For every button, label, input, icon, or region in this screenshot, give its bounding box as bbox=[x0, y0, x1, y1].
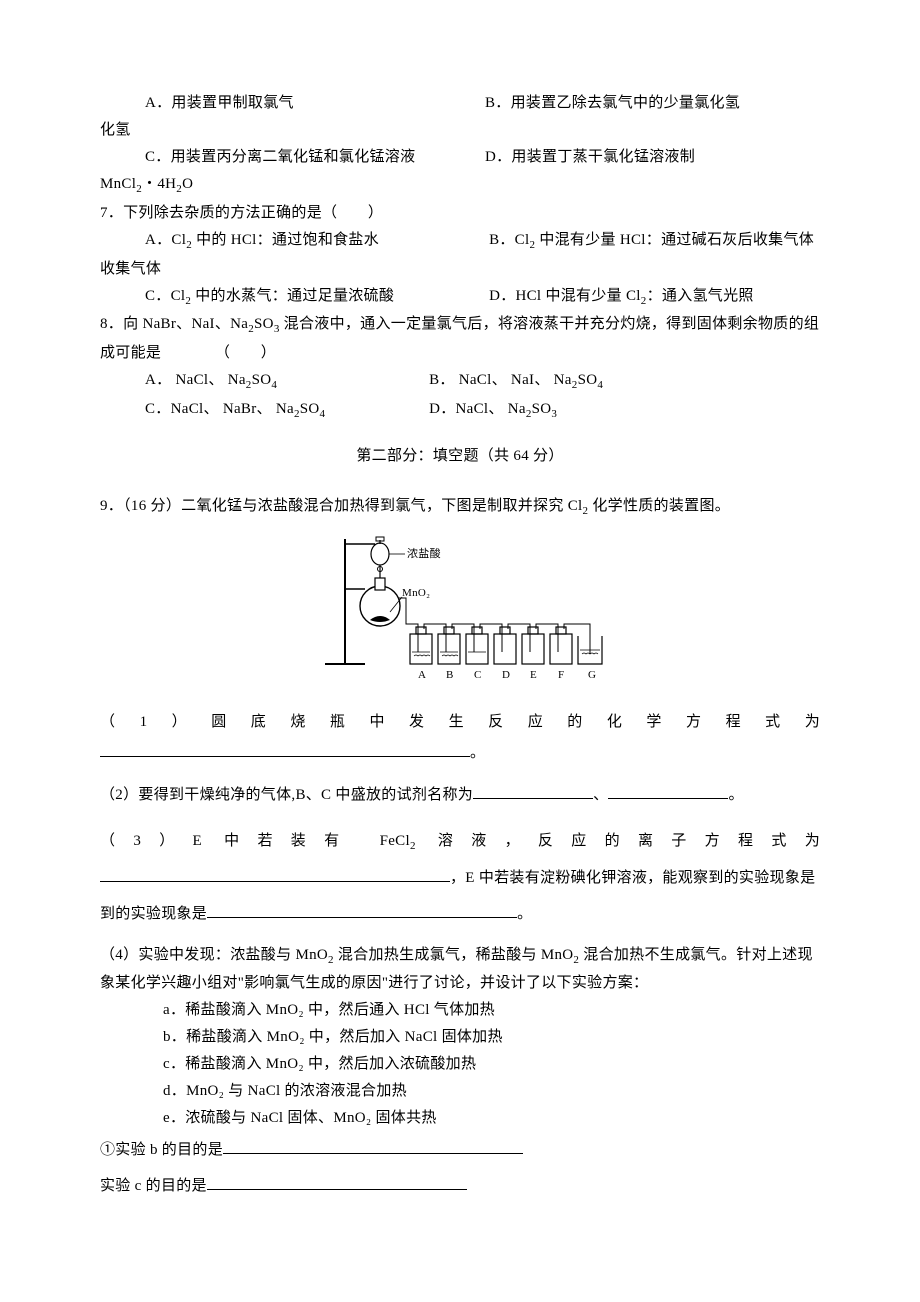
q9-p3-blank2[interactable] bbox=[207, 902, 517, 918]
svg-text:B: B bbox=[446, 669, 454, 681]
fig-label-acid: 浓盐酸 bbox=[407, 546, 441, 560]
fig-label-mno2: MnO₂ bbox=[402, 587, 430, 599]
section2-title: 第二部分：填空题（共 64 分） bbox=[100, 443, 820, 470]
q9-figure: 浓盐酸 MnO₂ bbox=[100, 534, 820, 694]
q6-opt-b-cont: 化氢 bbox=[100, 117, 820, 144]
q9-p3-line3: 到的实验现象是。 bbox=[100, 896, 820, 932]
apparatus-svg: 浓盐酸 MnO₂ bbox=[310, 534, 610, 684]
q6-opt-c: C．用装置丙分离二氧化锰和氯化锰溶液 bbox=[145, 144, 485, 171]
q9-p4: （4）实验中发现：浓盐酸与 MnO2 混合加热生成氯气，稀盐酸与 MnO2 混合… bbox=[100, 942, 820, 998]
svg-text:C: C bbox=[474, 669, 482, 681]
q9-sub4-1: ①实验 b 的目的是 bbox=[100, 1132, 820, 1168]
q7-row-cd: C．Cl2 中的水蒸气：通过足量浓硫酸 D．HCl 中混有少量 Cl2：通入氢气… bbox=[100, 283, 820, 312]
q9-sub4-2: 实验 c 的目的是 bbox=[100, 1168, 820, 1204]
q9-stem: 9．（16 分）二氧化锰与浓盐酸混合加热得到氯气，下图是制取并探究 Cl2 化学… bbox=[100, 488, 820, 524]
q8-row-ab: A． NaCl、 Na2SO4 B． NaCl、 NaI、 Na2SO4 bbox=[100, 367, 820, 396]
q7-row-ab: A．Cl2 中的 HCl：通过饱和食盐水 B．Cl2 中混有少量 HCl：通过碱… bbox=[100, 227, 820, 256]
q9-p2: （2）要得到干燥纯净的气体,B、C 中盛放的试剂名称为、。 bbox=[100, 777, 820, 813]
q6-opt-b: B．用装置乙除去氯气中的少量氯化氢 bbox=[485, 90, 740, 117]
q7-opt-d: D．HCl 中混有少量 Cl2：通入氢气光照 bbox=[489, 288, 754, 304]
q6-opt-a: A．用装置甲制取氯气 bbox=[145, 90, 485, 117]
q8-opt-a: A． NaCl、 Na2SO4 bbox=[145, 367, 425, 396]
bottle-row bbox=[410, 627, 602, 664]
q9-exp-b: b．稀盐酸滴入 MnO₂ 中，然后加入 NaCl 固体加热 bbox=[100, 1024, 820, 1051]
q9-q4-blank-c[interactable] bbox=[207, 1174, 467, 1190]
svg-text:A: A bbox=[418, 669, 426, 681]
q9-p2-blank2[interactable] bbox=[608, 783, 728, 799]
q8-opt-d: D．NaCl、 Na2SO3 bbox=[429, 401, 557, 417]
q9-p1-blank-row: 。 bbox=[100, 740, 820, 767]
q9-p3-line1: （3）E 中若装有 FeCl2 溶液，反应的离子方程式为 bbox=[100, 823, 820, 859]
q9-p3-blank1[interactable] bbox=[100, 866, 450, 882]
q9-exp-c: c．稀盐酸滴入 MnO₂ 中，然后加入浓硫酸加热 bbox=[100, 1051, 820, 1078]
q8-row-cd: C．NaCl、 NaBr、 Na2SO4 D．NaCl、 Na2SO3 bbox=[100, 396, 820, 425]
q9-exp-e: e．浓硫酸与 NaCl 固体、MnO₂ 固体共热 bbox=[100, 1105, 820, 1132]
q7-stem: 7．下列除去杂质的方法正确的是（ ） bbox=[100, 200, 820, 227]
q9-exp-d: d．MnO₂ 与 NaCl 的浓溶液混合加热 bbox=[100, 1078, 820, 1105]
q7-opt-a: A．Cl2 中的 HCl：通过饱和食盐水 bbox=[145, 227, 485, 256]
q8-opt-c: C．NaCl、 NaBr、 Na2SO4 bbox=[145, 396, 425, 425]
svg-text:E: E bbox=[530, 669, 537, 681]
svg-text:D: D bbox=[502, 669, 510, 681]
q6-opt-d: D．用装置丁蒸干氯化锰溶液制 bbox=[485, 144, 695, 171]
q8-stem: 8．向 NaBr、NaI、Na2SO3 混合液中，通入一定量氯气后，将溶液蒸干并… bbox=[100, 311, 820, 367]
q7-opt-b: B．Cl2 中混有少量 HCl：通过碱石灰后收集气体 bbox=[489, 232, 814, 248]
q6-row-ab: A．用装置甲制取氯气 B．用装置乙除去氯气中的少量氯化氢 bbox=[100, 90, 820, 117]
q9-q4-blank-b[interactable] bbox=[223, 1138, 523, 1154]
q6-opt-d-formula: MnCl2・4H2O bbox=[100, 171, 820, 200]
q9-exp-a: a．稀盐酸滴入 MnO₂ 中，然后通入 HCl 气体加热 bbox=[100, 997, 820, 1024]
q9-p3-line2: ，E 中若装有淀粉碘化钾溶液，能观察到的实验现象是 bbox=[100, 860, 820, 896]
q9-p1-blank[interactable] bbox=[100, 741, 470, 757]
q8-opt-b: B． NaCl、 NaI、 Na2SO4 bbox=[429, 372, 603, 388]
q6-row-cd: C．用装置丙分离二氧化锰和氯化锰溶液 D．用装置丁蒸干氯化锰溶液制 bbox=[100, 144, 820, 171]
q9-p1: （1）圆底烧瓶中发生反应的化学方程式为 bbox=[100, 704, 820, 740]
q9-p2-blank1[interactable] bbox=[473, 783, 593, 799]
q7-opt-c: C．Cl2 中的水蒸气：通过足量浓硫酸 bbox=[145, 283, 485, 312]
q7-opt-b-cont: 收集气体 bbox=[100, 256, 820, 283]
svg-text:G: G bbox=[588, 669, 596, 681]
svg-text:F: F bbox=[558, 669, 564, 681]
